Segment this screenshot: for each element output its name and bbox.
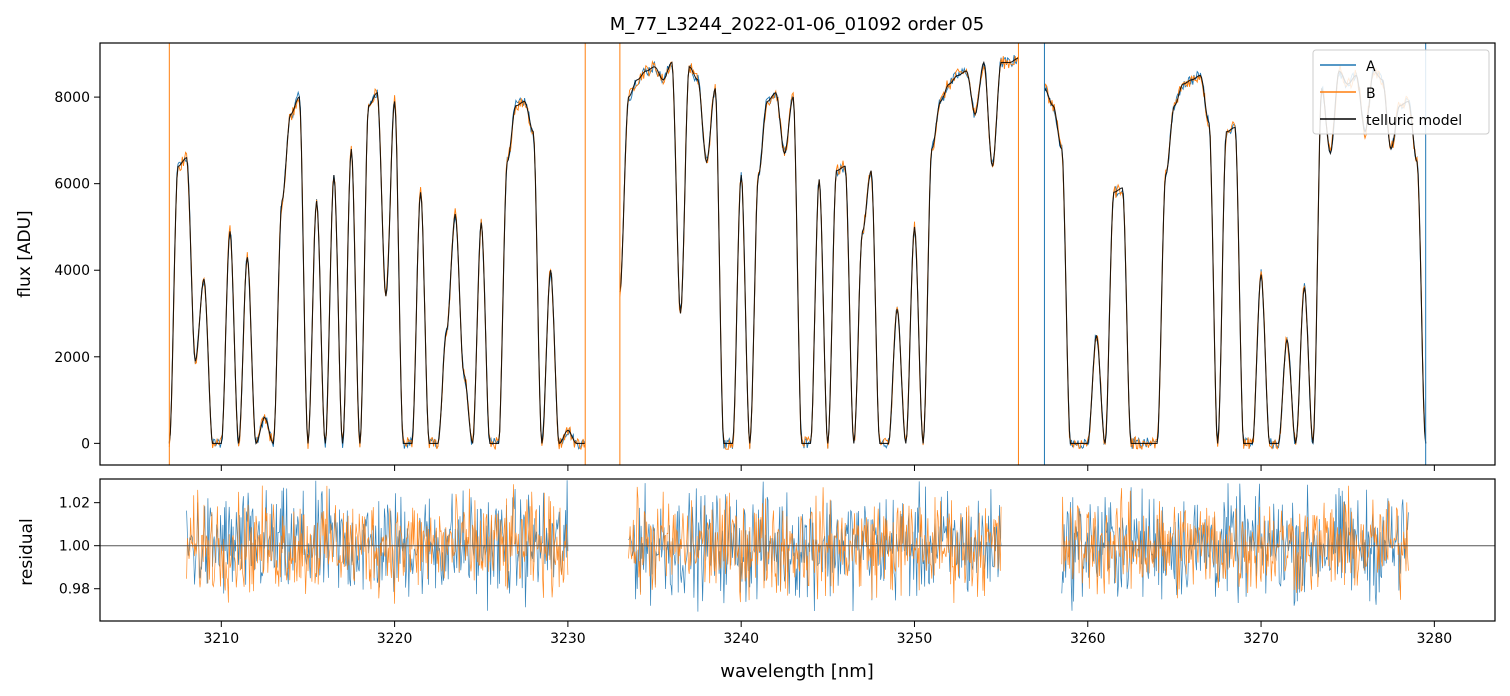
residual-x-tick-label: 3250 — [897, 631, 933, 647]
residual-x-tick-label: 3260 — [1070, 631, 1106, 647]
series-a-line — [168, 89, 586, 450]
residual-series-group — [100, 480, 1495, 612]
residual-panel: 0.98 1.00 1.02 3210 3220 3230 3240 3250 3260 327… — [17, 478, 1496, 682]
series-b-line — [168, 88, 586, 451]
residual-y-tick-label: 1.00 — [59, 539, 90, 555]
x-axis-label: wavelength [nm] — [720, 661, 874, 682]
residual-b-line — [186, 484, 569, 604]
residual-axes-frame — [99, 478, 1496, 622]
residual-y-ticks: 0.98 1.00 1.02 — [59, 496, 100, 598]
telluric-model-line — [168, 91, 586, 445]
residual-x-tick-label: 3240 — [723, 631, 759, 647]
residual-x-tick-label: 3230 — [550, 631, 586, 647]
spectrum-axes-frame — [99, 42, 1496, 466]
residual-y-tick-label: 1.02 — [59, 496, 90, 512]
spectrum-x-ticks — [220, 465, 1435, 471]
residual-x-ticks: 3210 3220 3230 3240 3250 3260 3270 3280 — [203, 621, 1452, 647]
spectrum-y-tick-label: 2000 — [54, 350, 90, 366]
spectrum-y-tick-label: 4000 — [54, 263, 90, 279]
legend: A B telluric model — [1312, 49, 1490, 135]
residual-x-tick-label: 3280 — [1417, 631, 1453, 647]
legend-label-b: B — [1366, 86, 1376, 102]
residual-a-line — [186, 480, 569, 611]
chart-title: M_77_L3244_2022-01-06_01092 order 05 — [610, 14, 984, 35]
series-a-line — [619, 55, 1019, 449]
spectrum-y-tick-label: 0 — [81, 436, 90, 452]
residual-y-label: residual — [17, 518, 37, 585]
spectrum-series-group — [168, 43, 1427, 465]
series-b-line — [619, 56, 1019, 450]
residual-b-line — [628, 486, 1002, 604]
residual-x-tick-label: 3270 — [1243, 631, 1279, 647]
legend-label-a: A — [1366, 59, 1376, 75]
legend-label-model: telluric model — [1366, 113, 1462, 129]
spectrum-y-tick-label: 6000 — [54, 177, 90, 193]
residual-y-tick-label: 0.98 — [59, 582, 90, 598]
legend-box — [1312, 49, 1490, 135]
spectrum-y-ticks: 0 2000 4000 6000 8000 — [54, 90, 100, 452]
residual-x-tick-label: 3210 — [203, 631, 239, 647]
spectrum-y-tick-label: 8000 — [54, 90, 90, 106]
telluric-model-line — [619, 57, 1019, 444]
spectrum-y-label: flux [ADU] — [15, 210, 35, 297]
spectrum-panel: 0 2000 4000 6000 8000 flux [ADU] A B telluri… — [15, 42, 1496, 471]
residual-b-line — [1061, 485, 1409, 600]
residual-x-tick-label: 3220 — [377, 631, 413, 647]
